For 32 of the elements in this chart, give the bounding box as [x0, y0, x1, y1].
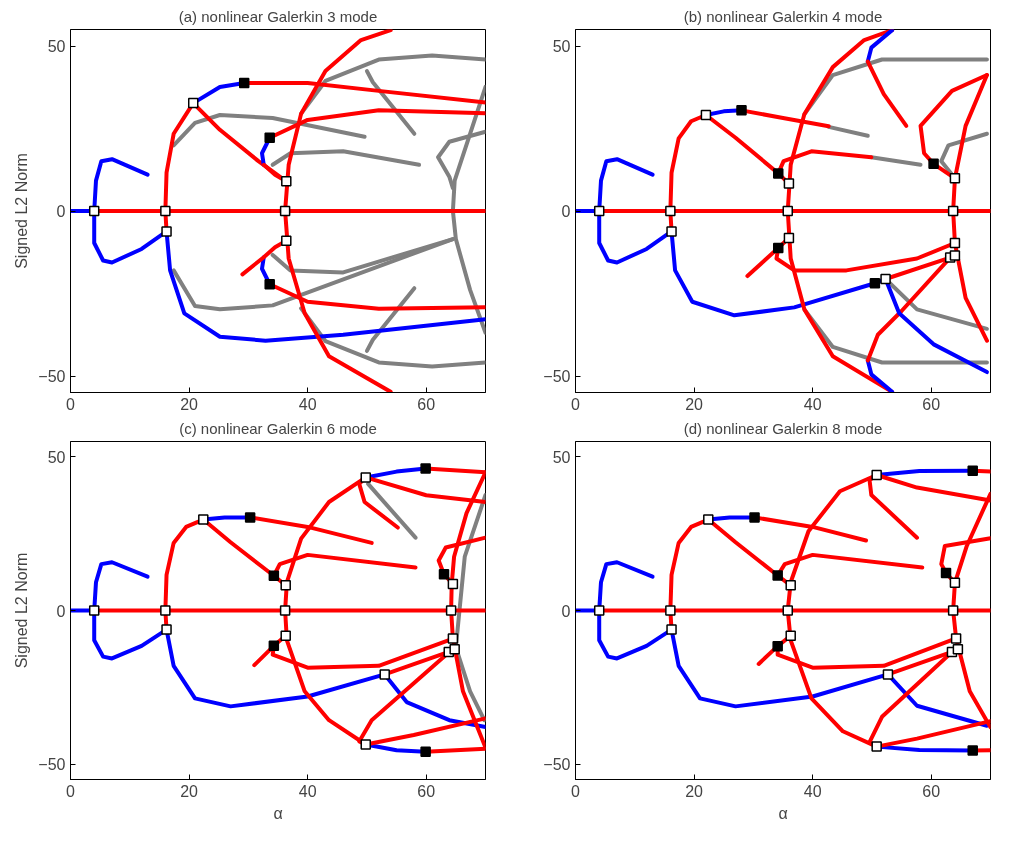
x-axis-title: α: [273, 804, 283, 822]
y-tick-label: 0: [561, 602, 571, 620]
x-tick-label: 40: [298, 782, 317, 800]
y-tick-label: 0: [56, 203, 66, 220]
y-tick-label: 0: [561, 203, 571, 220]
x-tick-label: 60: [922, 782, 941, 800]
chart-title: (b) nonlinear Galerkin 4 mode: [683, 7, 883, 25]
y-axis-title: Signed L2 Norm: [13, 153, 31, 269]
y-tick-label: 50: [552, 38, 571, 55]
y-tick-label: −50: [38, 368, 66, 385]
x-tick-label: 20: [180, 782, 199, 800]
y-tick-label: −50: [38, 756, 66, 774]
y-tick-label: 0: [56, 602, 66, 620]
chart-title: (d) nonlinear Galerkin 8 mode: [683, 419, 883, 437]
x-tick-label: 20: [180, 395, 199, 413]
y-tick-label: −50: [543, 756, 571, 774]
y-tick-label: 50: [47, 38, 66, 55]
x-tick-label: 60: [417, 782, 436, 800]
chart-title: (c) nonlinear Galerkin 6 mode: [179, 419, 377, 437]
x-tick-label: 40: [803, 782, 822, 800]
x-tick-label: 20: [685, 395, 704, 413]
y-tick-label: −50: [543, 368, 571, 385]
chart-title: (a) nonlinear Galerkin 3 mode: [178, 7, 378, 25]
y-tick-label: 50: [552, 448, 571, 466]
y-axis-title: Signed L2 Norm: [13, 552, 31, 669]
x-tick-label: 60: [922, 395, 941, 413]
y-tick-label: 50: [47, 448, 66, 466]
x-tick-label: 40: [803, 395, 822, 413]
x-tick-label: 20: [685, 782, 704, 800]
x-tick-label: 60: [417, 395, 436, 413]
x-axis-title: α: [778, 804, 788, 822]
x-tick-label: 40: [298, 395, 317, 413]
